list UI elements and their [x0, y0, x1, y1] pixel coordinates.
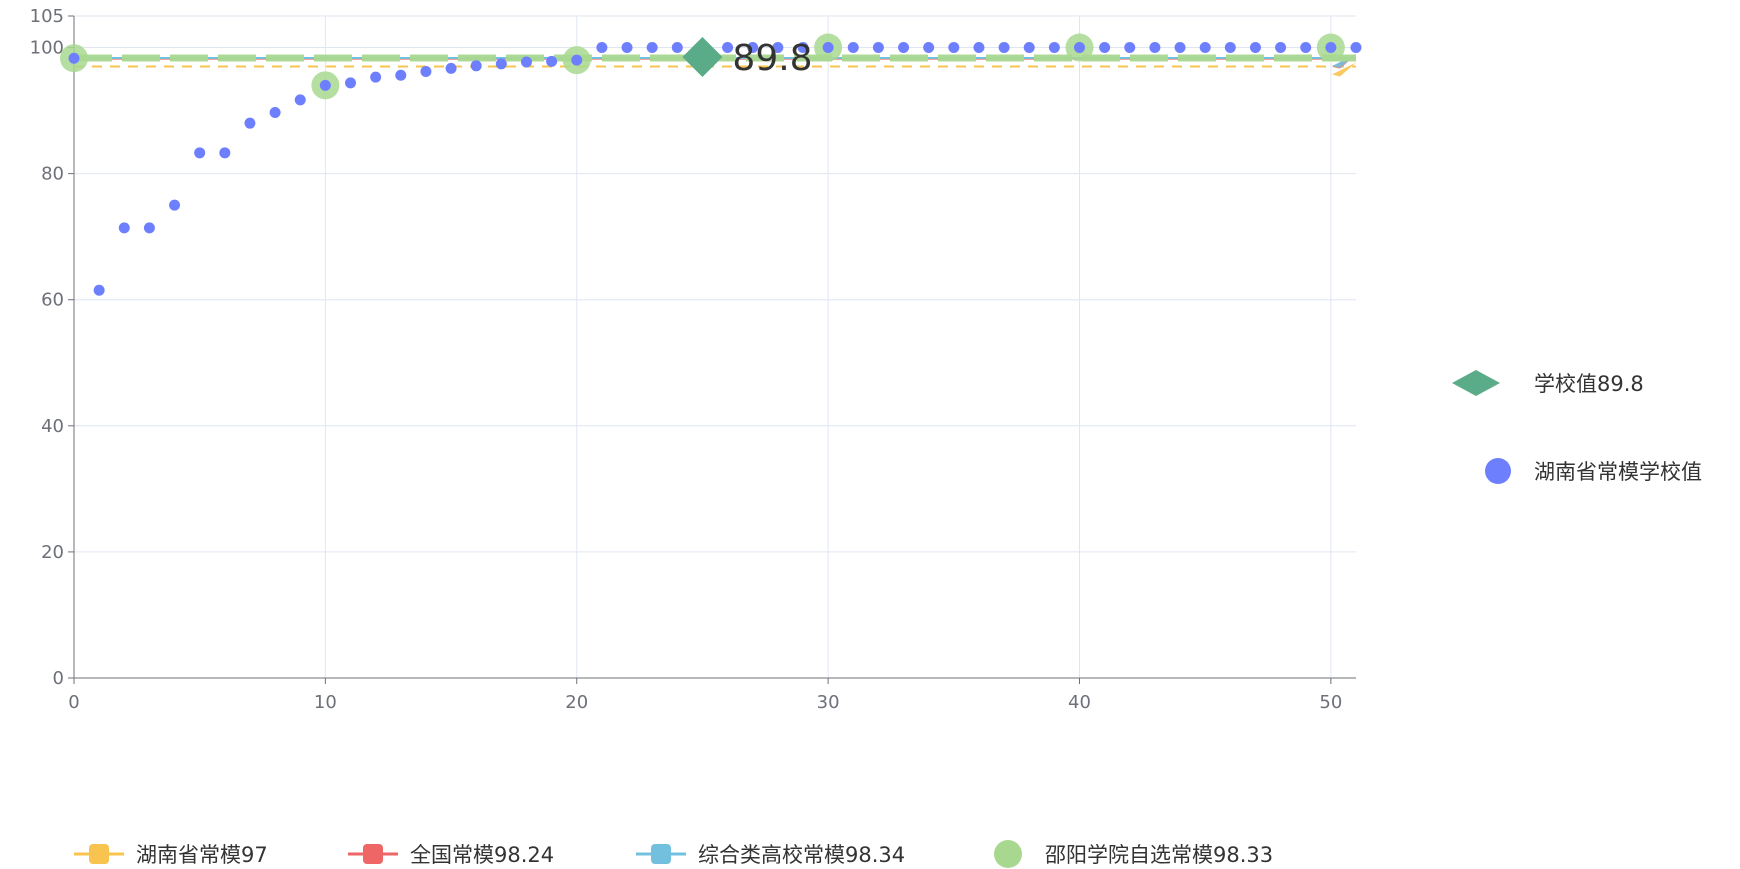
data-point	[772, 42, 784, 54]
data-point	[1073, 42, 1085, 54]
data-point	[546, 55, 558, 67]
x-tick-label: 50	[1319, 692, 1342, 713]
data-point	[898, 42, 910, 54]
legend-diamond-icon	[1452, 370, 1500, 396]
legend-circle-icon	[994, 840, 1022, 868]
data-point	[998, 42, 1010, 54]
data-point	[646, 42, 658, 54]
data-point	[1325, 42, 1337, 54]
legend-item-hunan-school-value: 湖南省常模学校值	[1534, 460, 1702, 484]
legend-item-hunan-norm: 湖南省常模97	[136, 843, 268, 867]
data-point	[722, 42, 734, 54]
legend-square-icon	[651, 844, 671, 864]
data-point	[1174, 42, 1186, 54]
data-point	[1350, 42, 1362, 54]
x-tick-label: 30	[817, 692, 840, 713]
data-point	[1275, 42, 1287, 54]
y-tick-label: 40	[41, 416, 64, 437]
data-point	[596, 42, 608, 54]
data-point	[143, 222, 155, 234]
data-point	[1023, 42, 1035, 54]
data-point	[923, 42, 935, 54]
x-tick-label: 20	[565, 692, 588, 713]
data-point	[1224, 42, 1236, 54]
x-tick-label: 40	[1068, 692, 1091, 713]
y-tick-label: 60	[41, 290, 64, 311]
data-point	[1300, 42, 1312, 54]
data-point	[948, 42, 960, 54]
data-point	[747, 42, 759, 54]
school-value-label: 89.8	[732, 38, 812, 79]
x-tick-label: 0	[68, 692, 79, 713]
data-point	[1149, 42, 1161, 54]
y-tick-label: 80	[41, 164, 64, 185]
legend-item-comprehensive-norm: 综合类高校常模98.34	[698, 843, 905, 867]
data-point	[420, 65, 432, 77]
series: 89.8	[60, 33, 1362, 296]
data-point	[269, 106, 281, 118]
y-tick-label: 100	[30, 38, 64, 59]
legend-square-icon	[89, 844, 109, 864]
x-tick-label: 10	[314, 692, 337, 713]
data-point	[495, 58, 507, 70]
data-point	[571, 54, 583, 66]
data-point	[68, 52, 80, 64]
data-point	[973, 42, 985, 54]
data-point	[294, 94, 306, 106]
data-point	[1124, 42, 1136, 54]
data-point	[319, 79, 331, 91]
data-point	[169, 199, 181, 211]
data-point	[621, 42, 633, 54]
data-point	[194, 147, 206, 159]
data-point	[345, 77, 357, 89]
axes: 0 20 40 60 80 100 105 0 10 20 30 40 50	[30, 6, 1356, 713]
y-tick-label: 105	[30, 6, 64, 27]
data-point	[1048, 42, 1060, 54]
legend-item-shaoyang-norm: 邵阳学院自选常模98.33	[1045, 843, 1273, 867]
data-point	[872, 42, 884, 54]
grid	[73, 15, 1356, 679]
data-point	[1249, 42, 1261, 54]
school-value-marker	[682, 36, 723, 77]
data-point	[1199, 42, 1211, 54]
data-point	[671, 42, 683, 54]
data-point	[395, 69, 407, 81]
data-point	[822, 42, 834, 54]
data-point	[118, 222, 130, 234]
data-point	[520, 56, 532, 68]
data-point	[219, 147, 231, 159]
data-point	[244, 117, 256, 129]
data-point	[847, 42, 859, 54]
legend-item-national-norm: 全国常模98.24	[410, 843, 554, 867]
data-point	[370, 71, 382, 83]
data-point	[470, 60, 482, 72]
data-point	[445, 62, 457, 74]
data-point	[797, 42, 809, 54]
line-end-marker	[1332, 62, 1356, 77]
legend-item-school-value: 学校值89.8	[1534, 372, 1644, 396]
y-tick-label: 0	[53, 668, 64, 689]
data-point	[1099, 42, 1111, 54]
y-tick-label: 20	[41, 542, 64, 563]
legend-square-icon	[363, 844, 383, 864]
data-point	[93, 284, 105, 296]
legend-circle-icon	[1485, 458, 1511, 484]
